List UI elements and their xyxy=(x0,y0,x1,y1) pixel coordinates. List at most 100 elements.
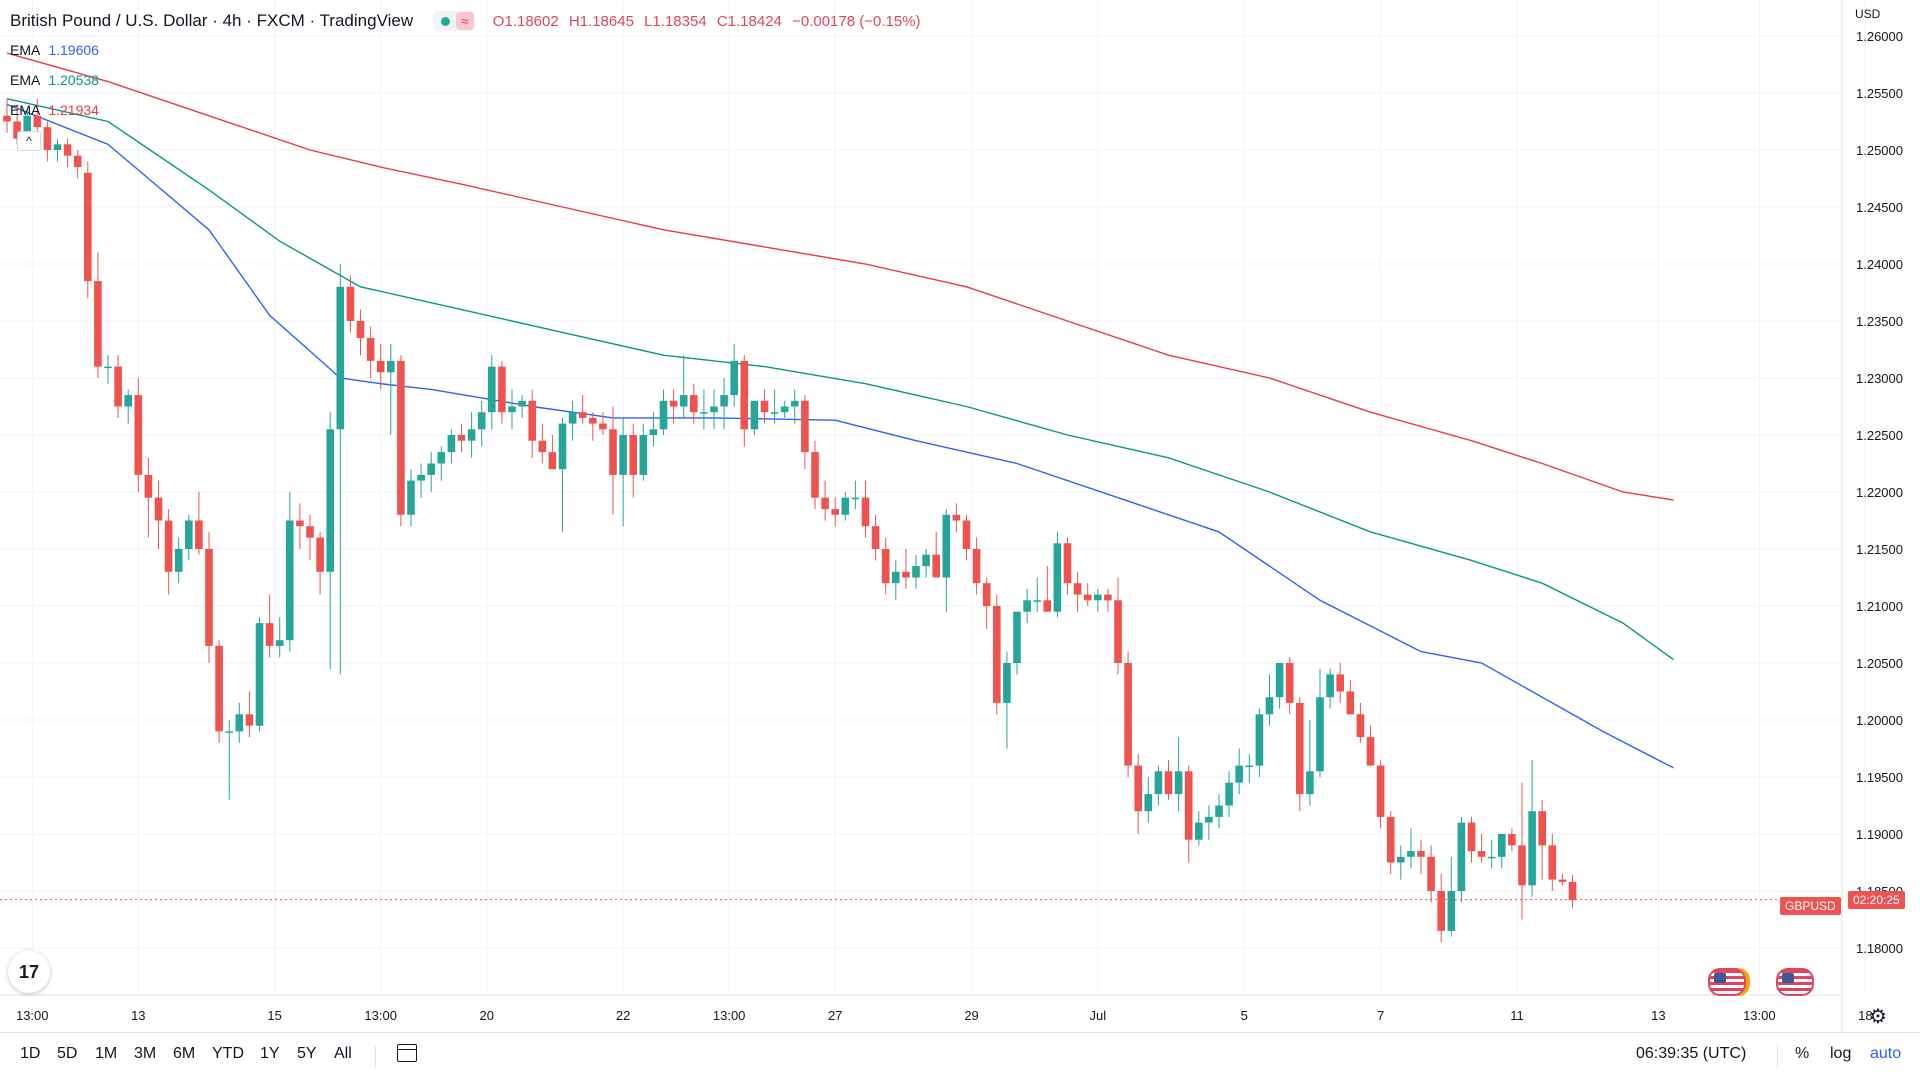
candle xyxy=(467,412,476,458)
candle xyxy=(629,423,637,498)
market-status-pill[interactable]: ≈ xyxy=(433,11,475,31)
candle xyxy=(659,389,668,435)
collapse-legend-icon[interactable]: ^ xyxy=(17,131,41,151)
candle xyxy=(457,423,466,453)
candle xyxy=(1508,828,1516,852)
range-3m-button[interactable]: 3M xyxy=(134,1045,157,1062)
candle-body xyxy=(1124,663,1132,766)
utc-clock[interactable]: 06:39:35 (UTC) xyxy=(1636,1045,1747,1062)
candle xyxy=(225,720,233,800)
candle-body xyxy=(1407,851,1415,857)
candle xyxy=(1225,771,1233,817)
candle-body xyxy=(1255,714,1264,766)
candle-body xyxy=(1265,697,1274,715)
candle xyxy=(861,480,870,538)
candle xyxy=(609,406,617,515)
time-tick-label: 7 xyxy=(1377,1008,1384,1023)
candle xyxy=(3,98,11,133)
price-chart[interactable]: 1.180001.185001.190001.195001.200001.205… xyxy=(0,0,1920,1032)
candle xyxy=(770,389,779,424)
candle xyxy=(488,355,496,430)
ohlc-values: O1.18602 H1.18645 L1.18354 C1.18424 −0.0… xyxy=(493,13,927,30)
range-5d-button[interactable]: 5D xyxy=(57,1045,78,1062)
candle-body xyxy=(195,520,203,549)
candle-body xyxy=(33,115,42,128)
candle-body xyxy=(63,144,72,156)
ema-label: EMA xyxy=(10,42,41,58)
candle-body xyxy=(1376,765,1385,817)
candle-body xyxy=(1245,765,1254,768)
candle-body xyxy=(982,583,991,606)
candle xyxy=(235,702,244,743)
range-all-button[interactable]: All xyxy=(334,1045,352,1062)
range-6m-button[interactable]: 6M xyxy=(173,1045,196,1062)
candle xyxy=(1174,737,1183,812)
candle-body xyxy=(1134,765,1142,812)
range-1d-button[interactable]: 1D xyxy=(20,1045,41,1062)
time-tick-label: 13:00 xyxy=(713,1008,746,1023)
log-scale-toggle[interactable]: log xyxy=(1830,1045,1852,1062)
ema-legend-1[interactable]: EMA 1.19606 xyxy=(10,40,99,60)
candle xyxy=(447,429,456,464)
candle xyxy=(831,497,839,527)
time-tick-label: 5 xyxy=(1241,1008,1248,1023)
candle xyxy=(1528,759,1536,897)
candle-body xyxy=(679,395,688,407)
candle xyxy=(427,452,435,492)
candle-body xyxy=(690,395,698,413)
gear-icon[interactable]: ⚙ xyxy=(1869,1006,1887,1028)
candle-body xyxy=(942,514,951,578)
candle xyxy=(1094,588,1102,612)
time-tick-label: 13 xyxy=(1651,1008,1665,1023)
candle xyxy=(710,389,718,430)
symbol-title[interactable]: British Pound / U.S. Dollar · 4h · FXCM … xyxy=(10,11,414,30)
range-5y-button[interactable]: 5Y xyxy=(297,1045,317,1062)
candle xyxy=(1184,765,1193,863)
range-1y-button[interactable]: 1Y xyxy=(260,1045,280,1062)
candle-body xyxy=(831,509,839,515)
tradingview-logo-icon[interactable]: 17 xyxy=(8,951,50,993)
calendar-goto-icon[interactable] xyxy=(397,1044,417,1062)
candle-body xyxy=(1104,594,1112,601)
candle-body xyxy=(1184,771,1193,840)
market-open-dot-icon xyxy=(441,16,451,26)
candle-body xyxy=(1336,674,1344,692)
candle xyxy=(417,463,425,498)
candle-body xyxy=(326,429,334,572)
candle-body xyxy=(124,395,132,407)
candle-body xyxy=(296,520,304,527)
candle-body xyxy=(235,714,244,732)
time-tick-label: 11 xyxy=(1510,1008,1524,1023)
price-tick-label: 1.19000 xyxy=(1856,827,1903,842)
range-ytd-button[interactable]: YTD xyxy=(212,1045,244,1062)
candle-body xyxy=(1013,611,1021,663)
candle xyxy=(1104,588,1112,612)
candle-body xyxy=(225,731,233,733)
candle-body xyxy=(114,366,122,407)
candle-body xyxy=(962,520,971,549)
candle xyxy=(851,480,860,510)
range-1m-button[interactable]: 1M xyxy=(95,1045,118,1062)
chart-grid xyxy=(0,0,1866,995)
candle xyxy=(286,492,294,652)
ema-legend-3[interactable]: EMA 1.21934 xyxy=(10,100,99,120)
candle-body xyxy=(13,121,21,139)
time-tick-label: 15 xyxy=(267,1008,281,1023)
candle-body xyxy=(1356,714,1365,738)
candle xyxy=(114,355,122,418)
percent-scale-toggle[interactable]: % xyxy=(1795,1045,1810,1062)
candle xyxy=(144,457,153,538)
currency-unit-dropdown[interactable]: USD xyxy=(1855,7,1881,21)
candle-body xyxy=(881,549,890,584)
candle xyxy=(1427,845,1435,903)
candle-body xyxy=(43,127,52,150)
candle xyxy=(275,617,284,658)
price-tick-label: 1.26000 xyxy=(1856,29,1903,44)
ema-legend-2[interactable]: EMA 1.20538 xyxy=(10,70,99,90)
us-event-flag-icon[interactable] xyxy=(1776,968,1814,996)
us-event-flag-icon[interactable] xyxy=(1708,968,1746,996)
candle xyxy=(265,594,274,658)
auto-scale-toggle[interactable]: auto xyxy=(1870,1045,1902,1062)
candle xyxy=(296,503,304,549)
candle xyxy=(1477,834,1486,863)
